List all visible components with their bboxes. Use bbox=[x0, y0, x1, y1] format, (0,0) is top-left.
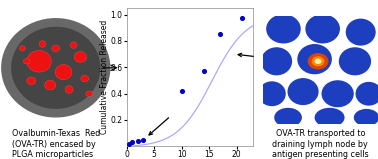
Text: OVA-TR transported to
draining lymph node by
antigen presenting cells: OVA-TR transported to draining lymph nod… bbox=[272, 129, 369, 159]
Ellipse shape bbox=[11, 27, 100, 109]
Point bbox=[129, 141, 135, 144]
Ellipse shape bbox=[314, 108, 345, 127]
Text: Ovalbumin-Texas  Red
(OVA-TR) encased by
PLGA microparticles: Ovalbumin-Texas Red (OVA-TR) encased by … bbox=[12, 129, 100, 159]
Ellipse shape bbox=[23, 59, 30, 64]
Ellipse shape bbox=[356, 82, 378, 106]
Point bbox=[135, 140, 141, 142]
Ellipse shape bbox=[52, 45, 60, 52]
Ellipse shape bbox=[314, 59, 322, 64]
Ellipse shape bbox=[81, 75, 89, 82]
Ellipse shape bbox=[322, 80, 354, 107]
Ellipse shape bbox=[274, 108, 302, 127]
Ellipse shape bbox=[27, 51, 51, 72]
Ellipse shape bbox=[86, 91, 93, 97]
Ellipse shape bbox=[261, 47, 292, 75]
Point bbox=[201, 70, 207, 73]
Point bbox=[217, 33, 223, 36]
Y-axis label: Cumulative Fraction Released: Cumulative Fraction Released bbox=[100, 20, 109, 134]
Ellipse shape bbox=[305, 14, 340, 43]
Ellipse shape bbox=[1, 18, 110, 118]
Ellipse shape bbox=[346, 19, 376, 46]
Ellipse shape bbox=[297, 44, 332, 74]
Ellipse shape bbox=[74, 52, 87, 62]
Ellipse shape bbox=[39, 41, 46, 47]
Ellipse shape bbox=[45, 80, 56, 90]
Point bbox=[179, 90, 185, 92]
Point bbox=[126, 142, 132, 145]
Ellipse shape bbox=[65, 86, 73, 93]
Ellipse shape bbox=[312, 56, 324, 66]
Ellipse shape bbox=[258, 81, 286, 106]
Ellipse shape bbox=[354, 109, 378, 126]
Ellipse shape bbox=[55, 65, 72, 80]
Ellipse shape bbox=[339, 47, 371, 75]
Ellipse shape bbox=[70, 42, 77, 48]
Ellipse shape bbox=[27, 77, 36, 85]
Point bbox=[140, 138, 146, 141]
Ellipse shape bbox=[308, 53, 328, 70]
Point bbox=[239, 17, 245, 20]
Ellipse shape bbox=[288, 78, 319, 105]
Ellipse shape bbox=[20, 46, 25, 51]
Ellipse shape bbox=[266, 14, 301, 43]
